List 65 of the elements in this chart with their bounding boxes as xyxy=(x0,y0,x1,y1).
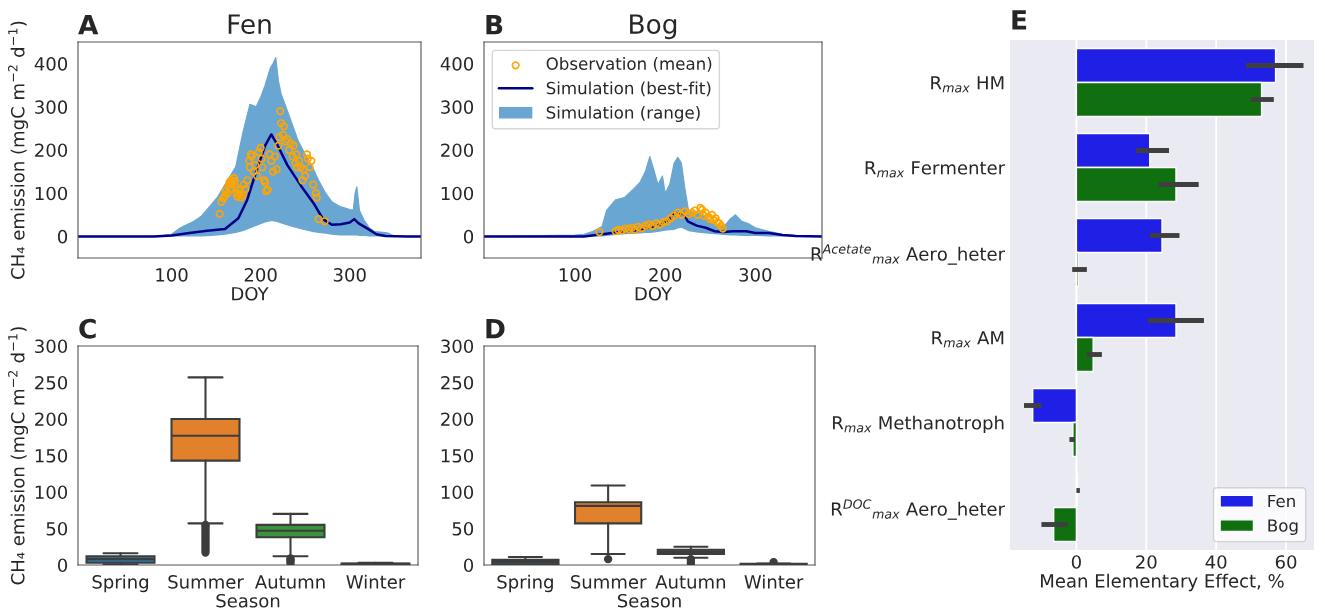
x-tick-label: 100 xyxy=(156,268,188,282)
x-tick-label: 200 xyxy=(244,268,277,282)
x-axis-title: DOY xyxy=(635,286,673,301)
text: E xyxy=(1012,10,1027,30)
legend-label: Bog xyxy=(1268,519,1298,535)
x-tick-label: Autumn xyxy=(655,575,726,589)
legend-label: Simulation (best-fit) xyxy=(546,81,711,97)
y-tick-label: 150 xyxy=(441,448,474,463)
y-tick-label: R$_{max}$ AM xyxy=(932,331,1004,348)
y-tick-label: 200 xyxy=(35,143,68,158)
y-axis-title: CH₄ emission (mgC m$^{−2}$ d$^{−1}$) xyxy=(8,21,29,279)
x-tick-label: Spring xyxy=(497,574,553,593)
chart-title: Fen xyxy=(228,14,271,35)
x-tick-label: 40 xyxy=(1205,555,1227,569)
x-tick-label: 20 xyxy=(1136,555,1157,569)
x-axis-title: Season xyxy=(617,593,681,608)
x-axis-title: Season xyxy=(216,593,280,608)
y-tick-label: 100 xyxy=(441,485,474,500)
x-tick-label: 60 xyxy=(1275,555,1297,569)
y-tick-label: R$_{max}$ Fermenter xyxy=(865,161,1006,178)
y-tick-label: 300 xyxy=(441,100,474,114)
x-tick-label: Autumn xyxy=(254,575,325,589)
y-tick-label: R$^{DOC}$$_{max}$ Aero_heter xyxy=(831,499,1005,520)
text: C xyxy=(79,318,96,339)
y-tick-label: 0 xyxy=(57,229,68,244)
x-tick-label: Summer xyxy=(168,575,244,589)
x-tick-label: Winter xyxy=(346,574,406,589)
y-tick-label: R$^{Acetate}$$_{max}$ Aero_heter xyxy=(811,244,1006,265)
y-tick-label: 100 xyxy=(35,485,68,500)
y-tick-label: 250 xyxy=(35,375,68,390)
y-tick-label: 400 xyxy=(440,57,474,71)
legend-label: Simulation (range) xyxy=(546,105,700,123)
x-tick-label: 300 xyxy=(739,268,772,282)
text: B xyxy=(486,15,503,35)
y-tick-label: 200 xyxy=(441,412,474,427)
y-tick-label: 50 xyxy=(46,521,68,536)
text: A xyxy=(78,15,99,35)
y-tick-label: 0 xyxy=(463,229,474,244)
y-axis-title: CH₄ emission (mgC m$^{−2}$ d$^{−1}$) xyxy=(8,327,29,585)
y-tick-label: 200 xyxy=(35,412,68,427)
chart-title: Bog xyxy=(630,14,677,40)
y-tick-label: 250 xyxy=(441,375,474,390)
y-tick-label: R$_{max}$ HM xyxy=(931,76,1004,93)
legend-label: Fen xyxy=(1268,494,1295,508)
x-tick-label: 300 xyxy=(333,268,366,282)
y-tick-label: 300 xyxy=(35,339,68,354)
x-axis-title: Mean Elementary Effect, % xyxy=(1041,573,1284,592)
y-tick-label: 150 xyxy=(35,448,68,463)
y-tick-label: 50 xyxy=(452,521,474,536)
y-tick-label: 100 xyxy=(35,186,68,201)
y-tick-label: 400 xyxy=(34,57,68,71)
x-tick-label: Winter xyxy=(744,574,804,589)
x-tick-label: 0 xyxy=(1071,555,1081,569)
x-tick-label: Summer xyxy=(571,575,647,589)
legend-label: Observation (mean) xyxy=(546,57,712,72)
y-tick-label: 200 xyxy=(441,143,474,158)
y-tick-label: 300 xyxy=(35,100,68,114)
x-axis-title: DOY xyxy=(232,286,269,301)
x-tick-label: 200 xyxy=(649,268,682,282)
x-tick-label: Spring xyxy=(92,574,148,593)
y-tick-label: 300 xyxy=(441,339,474,354)
text: D xyxy=(486,319,505,339)
y-tick-label: R$_{max}$ Methanotroph xyxy=(833,415,1004,434)
y-tick-label: 100 xyxy=(441,186,474,201)
x-tick-label: 100 xyxy=(559,268,592,282)
